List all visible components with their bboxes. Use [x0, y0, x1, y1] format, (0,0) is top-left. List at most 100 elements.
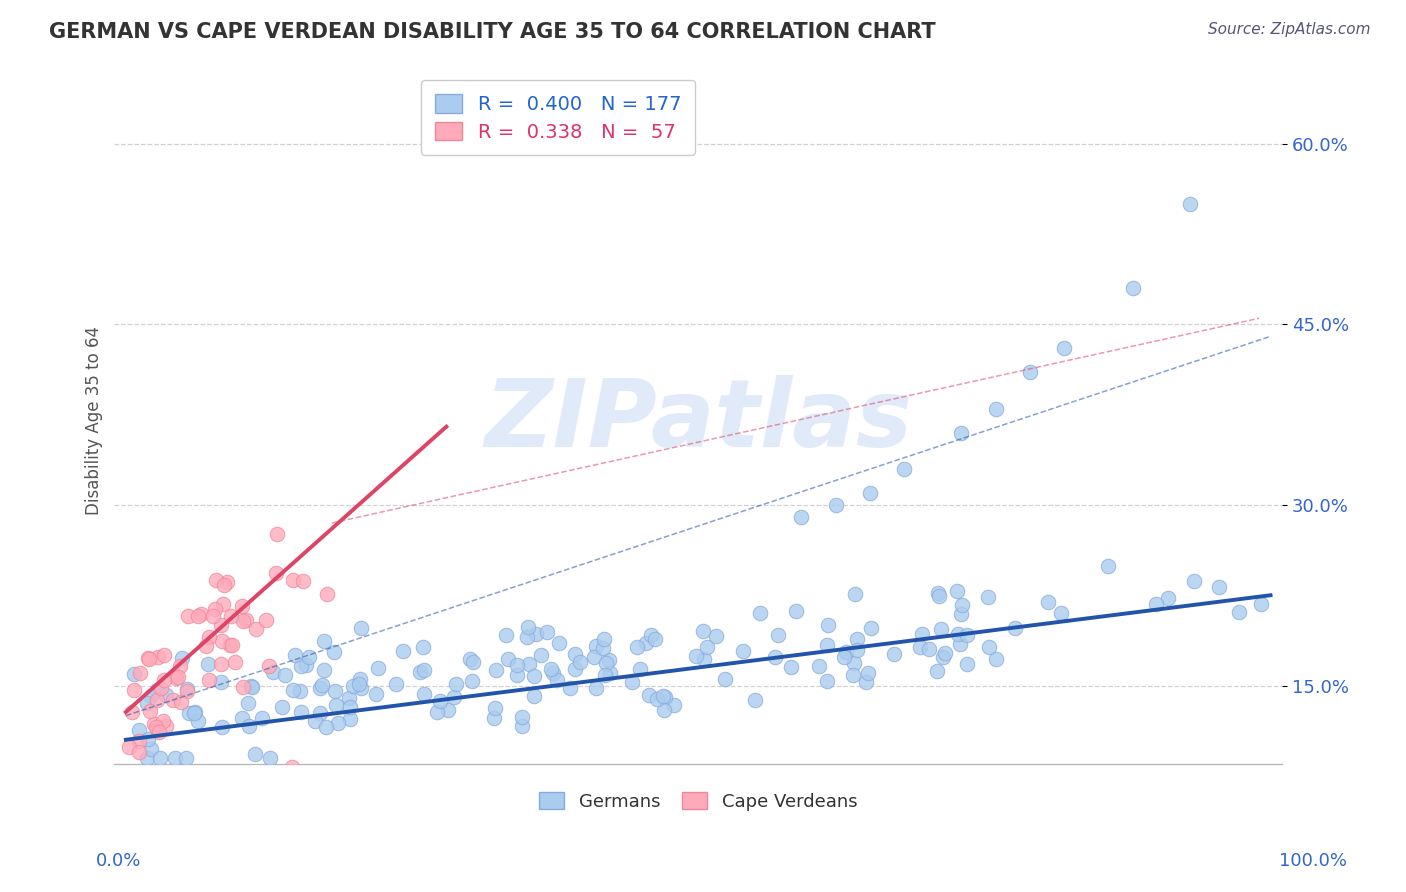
Point	[209, 618, 232, 632]
Point	[977, 590, 1000, 604]
Point	[485, 663, 508, 677]
Point	[1180, 197, 1202, 211]
Point	[232, 680, 254, 694]
Point	[270, 700, 292, 714]
Text: GERMAN VS CAPE VERDEAN DISABILITY AGE 35 TO 64 CORRELATION CHART: GERMAN VS CAPE VERDEAN DISABILITY AGE 35…	[49, 22, 936, 42]
Point	[763, 650, 786, 665]
Point	[541, 666, 564, 681]
Point	[927, 664, 949, 678]
Point	[290, 706, 312, 720]
Point	[744, 693, 766, 707]
Point	[1182, 574, 1205, 588]
Point	[482, 711, 505, 725]
Point	[183, 706, 205, 720]
Point	[846, 643, 869, 657]
Point	[929, 622, 952, 636]
Point	[950, 607, 973, 622]
Point	[350, 622, 373, 636]
Text: 100.0%: 100.0%	[1279, 852, 1347, 870]
Point	[128, 745, 150, 759]
Point	[152, 648, 174, 663]
Point	[1122, 281, 1144, 295]
Point	[204, 601, 226, 615]
Point	[190, 607, 212, 622]
Point	[815, 639, 838, 653]
Point	[281, 574, 304, 588]
Point	[337, 690, 360, 705]
Point	[266, 526, 288, 541]
Point	[523, 669, 546, 683]
Point	[1053, 342, 1076, 356]
Point	[298, 649, 321, 664]
Point	[585, 681, 607, 696]
Point	[408, 665, 430, 680]
Point	[444, 677, 467, 691]
Point	[835, 645, 858, 659]
Point	[956, 657, 979, 672]
Point	[209, 675, 232, 690]
Point	[350, 681, 373, 696]
Point	[654, 690, 676, 704]
Point	[235, 613, 257, 627]
Point	[413, 664, 436, 678]
Point	[412, 640, 434, 654]
Point	[844, 656, 866, 670]
Point	[135, 696, 157, 710]
Point	[815, 673, 838, 688]
Point	[254, 613, 277, 627]
Point	[219, 609, 242, 624]
Point	[713, 672, 735, 686]
Point	[155, 689, 177, 703]
Point	[950, 598, 973, 612]
Point	[264, 566, 287, 580]
Text: 0.0%: 0.0%	[96, 852, 141, 870]
Point	[846, 632, 869, 647]
Point	[295, 657, 318, 672]
Point	[592, 640, 614, 655]
Point	[176, 681, 198, 696]
Point	[176, 684, 198, 698]
Point	[224, 655, 246, 669]
Point	[163, 751, 186, 765]
Point	[169, 659, 191, 673]
Point	[832, 649, 855, 664]
Point	[392, 644, 415, 658]
Point	[149, 751, 172, 765]
Point	[844, 587, 866, 601]
Point	[304, 714, 326, 728]
Point	[517, 619, 540, 633]
Point	[148, 725, 170, 739]
Point	[546, 673, 568, 687]
Point	[281, 760, 304, 774]
Point	[145, 693, 167, 707]
Point	[217, 574, 239, 589]
Point	[1097, 559, 1119, 574]
Point	[582, 650, 605, 665]
Point	[932, 650, 955, 665]
Point	[240, 680, 263, 694]
Point	[342, 679, 364, 693]
Point	[165, 671, 187, 685]
Point	[640, 628, 662, 642]
Point	[790, 510, 813, 524]
Point	[201, 609, 224, 624]
Point	[426, 705, 449, 719]
Point	[311, 678, 333, 692]
Point	[146, 683, 169, 698]
Point	[197, 657, 219, 671]
Point	[883, 647, 905, 661]
Point	[523, 689, 546, 703]
Point	[136, 651, 159, 665]
Point	[211, 633, 233, 648]
Point	[284, 648, 307, 663]
Point	[638, 689, 661, 703]
Point	[118, 740, 141, 755]
Point	[1004, 621, 1026, 635]
Point	[315, 721, 337, 735]
Point	[636, 636, 658, 650]
Point	[463, 656, 485, 670]
Point	[262, 665, 284, 679]
Text: Source: ZipAtlas.com: Source: ZipAtlas.com	[1208, 22, 1371, 37]
Point	[146, 722, 169, 736]
Point	[731, 644, 754, 658]
